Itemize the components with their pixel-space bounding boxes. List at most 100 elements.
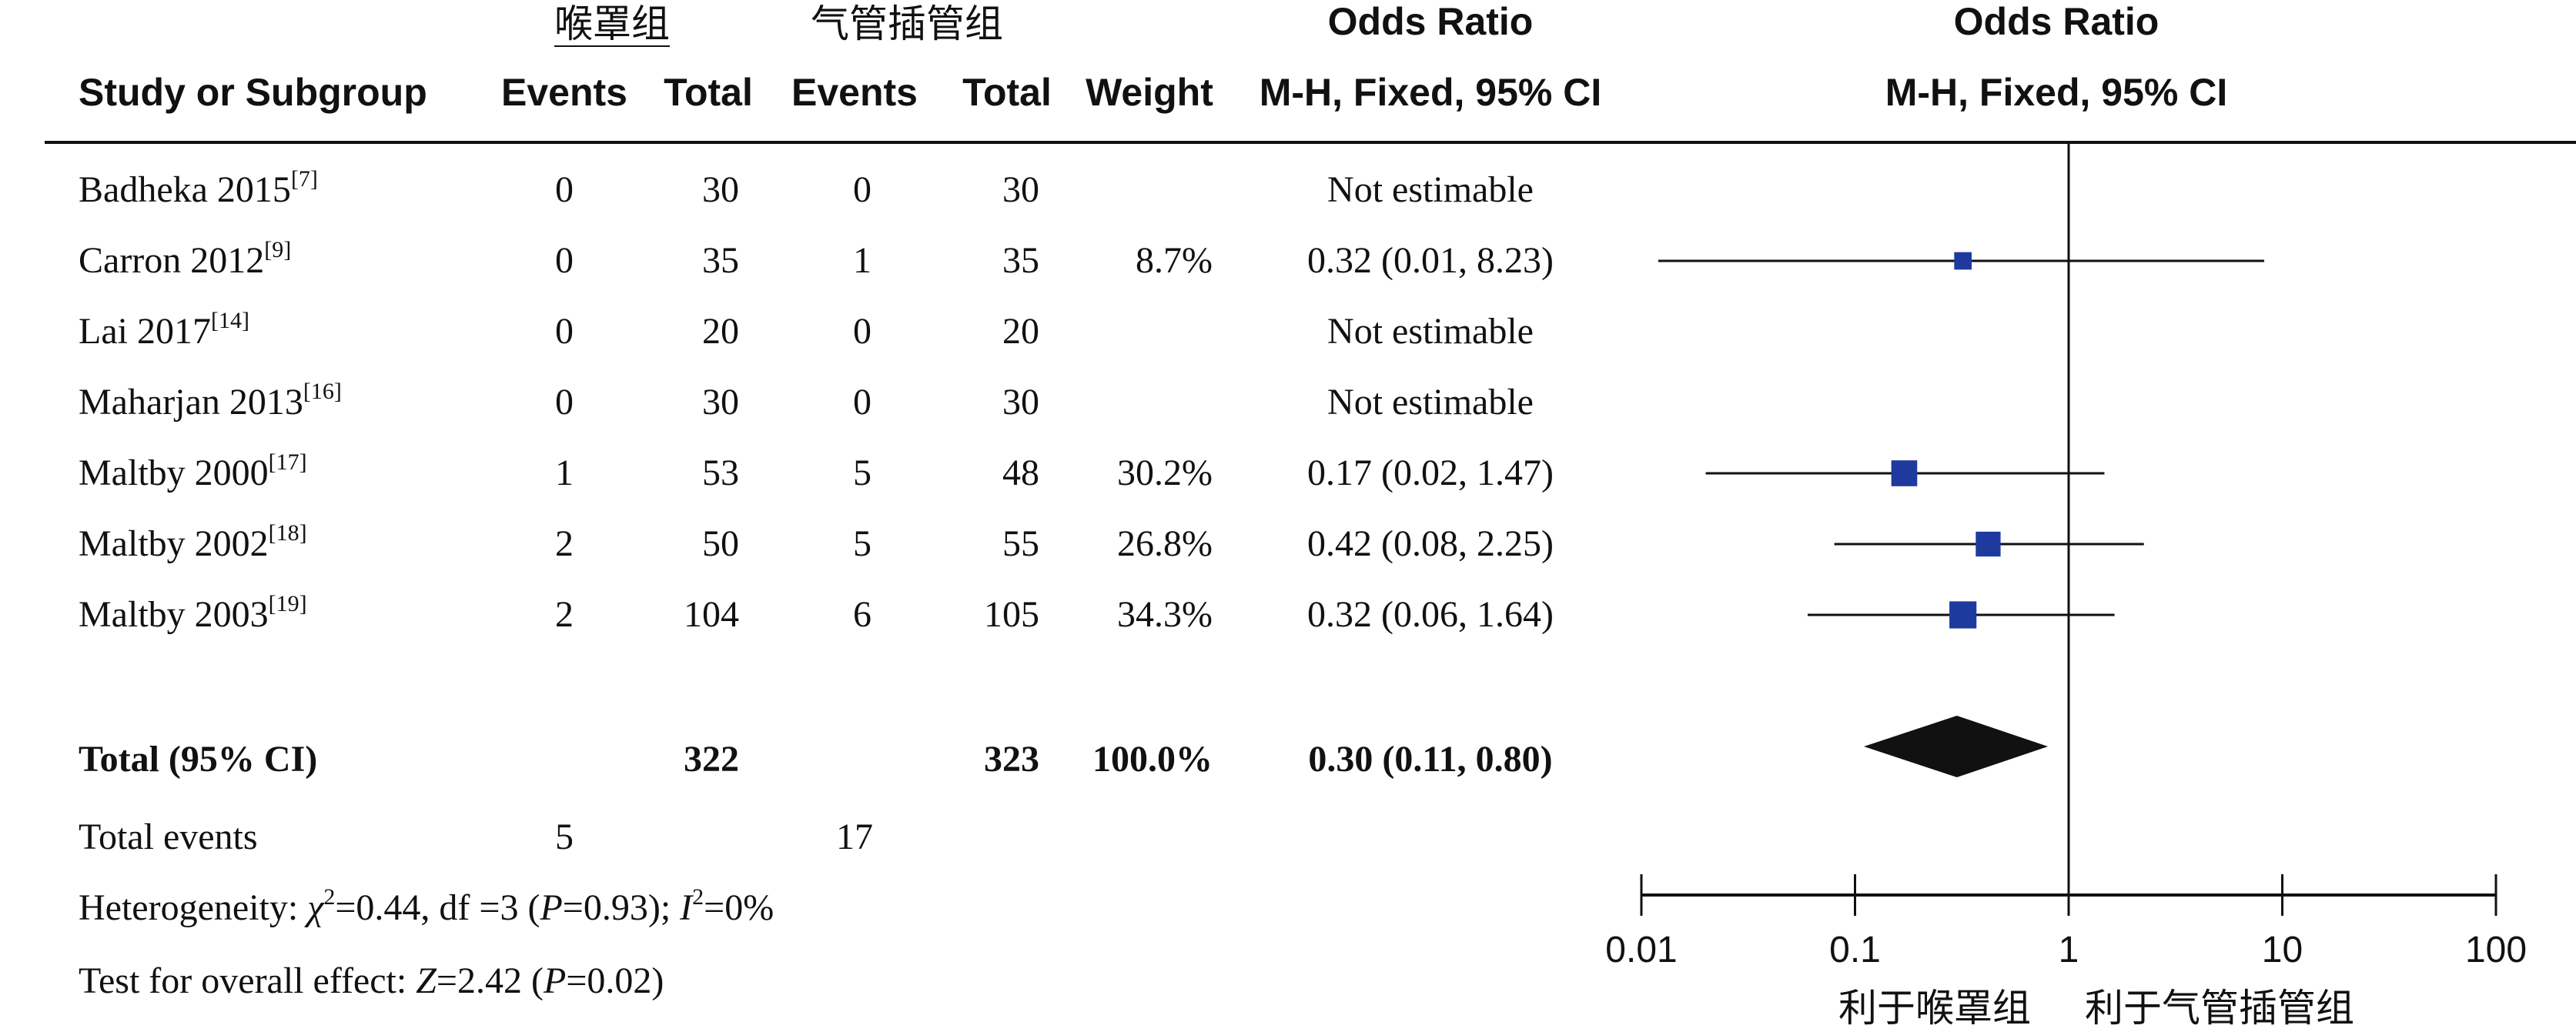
total-or-ci: 0.30 (0.11, 0.80)	[1308, 739, 1552, 780]
total2-cell: 105	[984, 594, 1039, 635]
total2-sum: 323	[984, 739, 1039, 780]
overall-p-value: =0.02)	[566, 960, 664, 1001]
study-name-text: Maltby 2003	[79, 594, 269, 635]
point-estimate-marker	[1975, 531, 2001, 557]
x-tick-label: 0.1	[1829, 930, 1881, 970]
events2-cell: 6	[853, 594, 871, 635]
study-reference: [17]	[269, 449, 307, 475]
study-name-text: Badheka 2015	[79, 169, 291, 210]
or-plot-method-header: M-H, Fixed, 95% CI	[1885, 71, 2228, 114]
overall-prefix: Test for overall effect:	[79, 960, 416, 1001]
group1-header: 喉罩组	[554, 2, 670, 46]
or-ci-cell: 0.32 (0.01, 8.23)	[1307, 240, 1554, 281]
total1-cell: 30	[702, 382, 739, 422]
or-ci-cell: Not estimable	[1327, 311, 1534, 352]
heterogeneity-prefix: Heterogeneity:	[79, 887, 307, 928]
overall-p-symbol: P	[543, 960, 566, 1001]
study-reference: [18]	[269, 520, 307, 546]
study-name: Badheka 2015[7]	[79, 166, 318, 210]
total1-sum: 322	[684, 739, 739, 780]
events2-cell: 5	[853, 453, 871, 493]
total2-cell: 35	[1002, 240, 1039, 281]
total2-cell: 55	[1002, 523, 1039, 564]
i-superscript: 2	[692, 884, 704, 910]
x-tick-label: 0.01	[1605, 930, 1677, 970]
total1-column-header: Total	[664, 71, 753, 114]
study-name-text: Maltby 2000	[79, 453, 269, 493]
study-name: Maltby 2000[17]	[79, 449, 307, 493]
point-estimate-marker	[1949, 601, 1977, 629]
overall-effect-text: Test for overall effect: Z=2.42 (P=0.02)	[79, 960, 664, 1001]
events2-cell: 0	[853, 311, 871, 352]
events2-cell: 0	[853, 169, 871, 210]
or-ci-cell: Not estimable	[1327, 382, 1534, 422]
x-tick-label: 10	[2262, 930, 2303, 970]
point-estimate-marker	[1891, 460, 1918, 486]
or-ci-cell: 0.32 (0.06, 1.64)	[1307, 594, 1554, 635]
events1-cell: 0	[555, 311, 574, 352]
study-reference: [9]	[264, 237, 291, 262]
study-name-text: Lai 2017	[79, 311, 211, 352]
study-column-header: Study or Subgroup	[79, 71, 427, 114]
study-rows: Badheka 2015[7] 0 30 0 30 Not estimable Carron…	[79, 166, 1554, 1001]
total1-cell: 20	[702, 311, 739, 352]
or-ci-cell: 0.42 (0.08, 2.25)	[1307, 523, 1554, 564]
total2-cell: 30	[1002, 382, 1039, 422]
heterogeneity-text: Heterogeneity: χ2=0.44, df =3 (P=0.93); …	[79, 884, 774, 928]
point-estimate-marker	[1954, 252, 1972, 270]
weight-cell: 8.7%	[1136, 240, 1213, 281]
total2-cell: 20	[1002, 311, 1039, 352]
p-value: =0.93);	[563, 887, 680, 928]
or-plot-title: Odds Ratio	[1954, 0, 2159, 43]
study-reference: [14]	[211, 308, 249, 333]
events1-cell: 2	[555, 594, 574, 635]
events1-cell: 0	[555, 240, 574, 281]
weight-cell: 34.3%	[1117, 594, 1213, 635]
study-name: Maltby 2002[18]	[79, 520, 307, 564]
events1-cell: 0	[555, 169, 574, 210]
study-name-text: Maharjan 2013	[79, 382, 303, 422]
events2-cell: 1	[853, 240, 871, 281]
total-events2: 17	[836, 817, 873, 857]
p-symbol: P	[539, 887, 562, 928]
total1-cell: 30	[702, 169, 739, 210]
weight-cell: 26.8%	[1117, 523, 1213, 564]
x-tick-label: 1	[2059, 930, 2079, 970]
x-tick-label: 100	[2465, 930, 2527, 970]
i-value: =0%	[704, 887, 774, 928]
z-symbol: Z	[416, 960, 437, 1001]
total2-column-header: Total	[962, 71, 1052, 114]
i-symbol: I	[679, 887, 694, 928]
events1-cell: 1	[555, 453, 574, 493]
study-name: Maltby 2003[19]	[79, 591, 307, 635]
or-ci-cell: Not estimable	[1327, 169, 1534, 210]
events1-column-header: Events	[501, 71, 627, 114]
chi-value: =0.44, df =3 (	[335, 887, 540, 928]
study-name-text: Carron 2012	[79, 240, 264, 281]
total1-cell: 104	[684, 594, 739, 635]
weight-cell: 30.2%	[1117, 453, 1213, 493]
total1-cell: 50	[702, 523, 739, 564]
study-reference: [7]	[291, 166, 318, 192]
summary-diamond	[1863, 716, 2049, 777]
total-weight: 100.0%	[1092, 739, 1213, 780]
favours-left-label: 利于喉罩组	[1838, 986, 2031, 1030]
events2-cell: 0	[853, 382, 871, 422]
events2-column-header: Events	[791, 71, 918, 114]
or-table-method-header: M-H, Fixed, 95% CI	[1260, 71, 1602, 114]
total2-cell: 30	[1002, 169, 1039, 210]
study-reference: [19]	[269, 591, 307, 616]
plot-area: 0.01 0.1 1 10 100 利于喉罩组 利于气管插管组	[1605, 142, 2527, 1030]
total1-cell: 35	[702, 240, 739, 281]
total-label: Total (95% CI)	[79, 739, 317, 780]
chi-superscript: 2	[323, 884, 335, 910]
group2-header: 气管插管组	[811, 2, 1003, 46]
study-name: Maharjan 2013[16]	[79, 379, 342, 422]
study-name: Carron 2012[9]	[79, 237, 291, 281]
study-name: Lai 2017[14]	[79, 308, 249, 352]
or-table-title: Odds Ratio	[1328, 0, 1534, 43]
z-value: =2.42 (	[437, 960, 544, 1001]
events1-cell: 0	[555, 382, 574, 422]
chi-symbol: χ	[304, 887, 325, 928]
